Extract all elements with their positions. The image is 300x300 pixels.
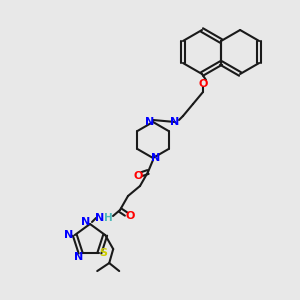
Text: O: O — [198, 79, 208, 89]
Text: O: O — [133, 171, 143, 181]
Text: H: H — [103, 213, 112, 223]
Text: S: S — [99, 248, 107, 258]
Text: N: N — [152, 153, 160, 163]
Text: N: N — [64, 230, 74, 240]
Text: N: N — [95, 213, 105, 223]
Text: N: N — [146, 117, 154, 127]
Text: N: N — [81, 217, 91, 227]
Text: N: N — [170, 117, 180, 127]
Text: O: O — [125, 211, 135, 221]
Text: N: N — [74, 252, 83, 262]
